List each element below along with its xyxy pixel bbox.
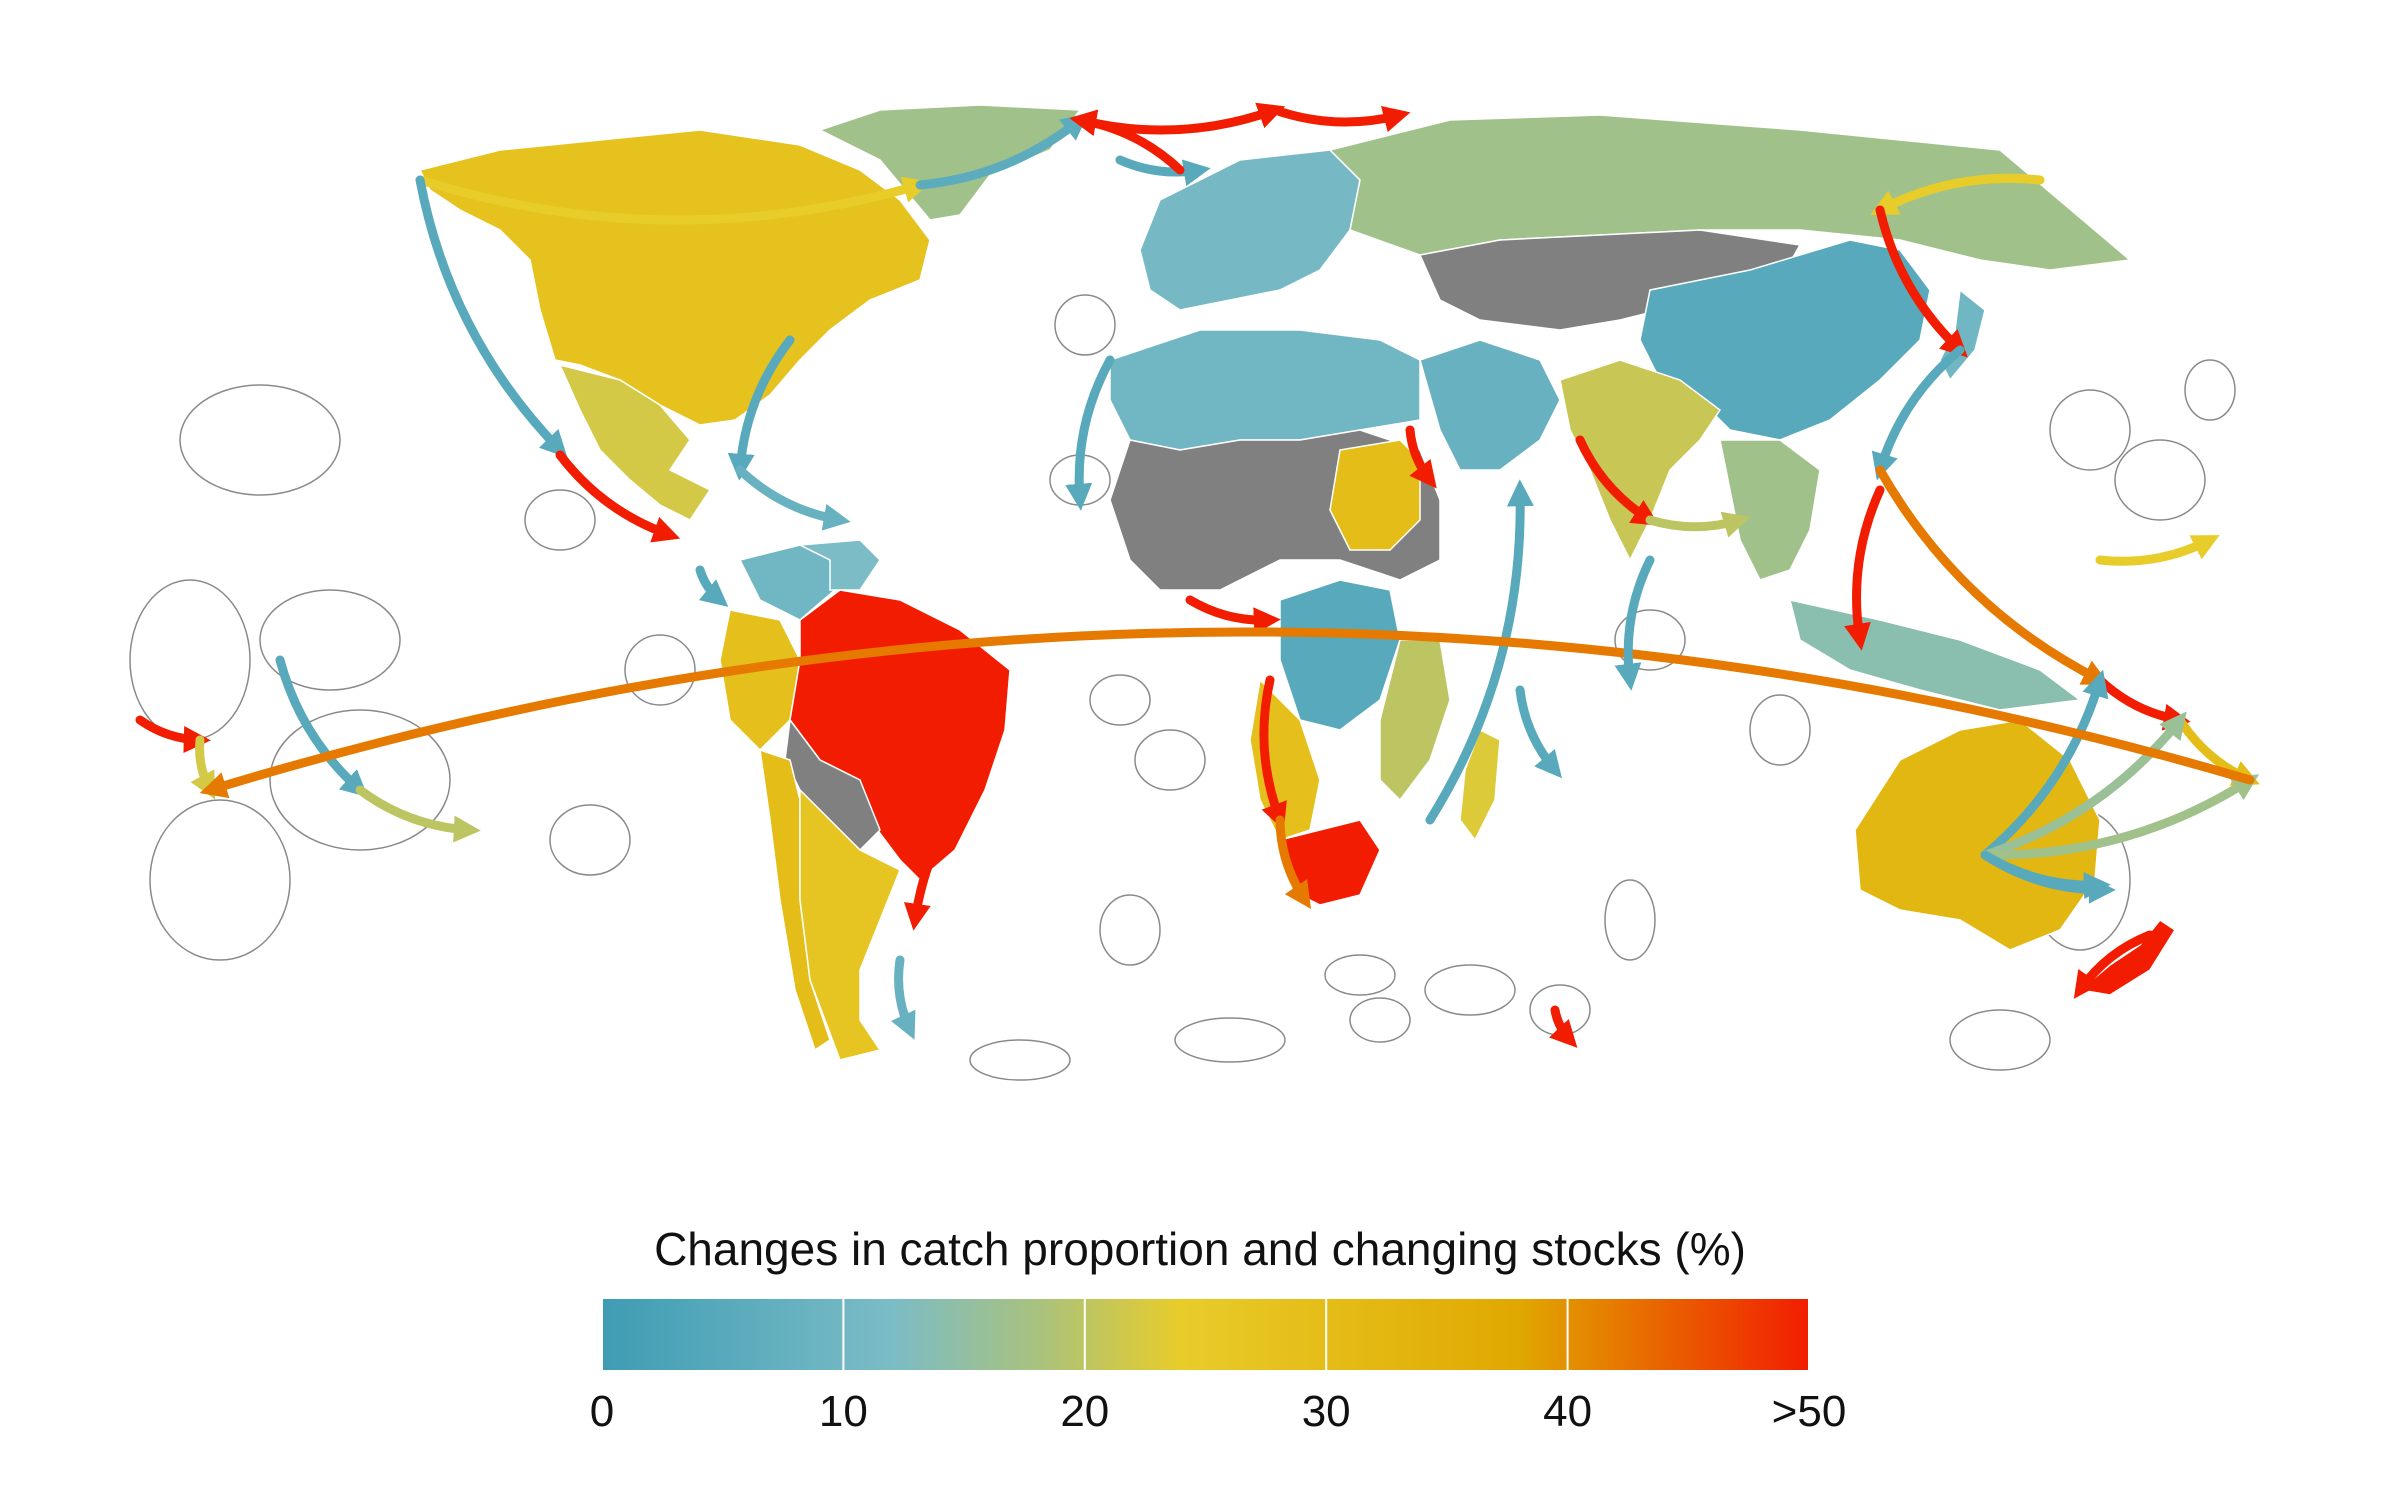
legend-tick-label: 40 — [1543, 1387, 1593, 1436]
legend-tick-label: 30 — [1301, 1387, 1351, 1436]
flow-arrow — [1065, 355, 1115, 511]
flow-arrow — [1844, 485, 1885, 651]
flow-arrow — [1875, 205, 1968, 358]
flow-arrow — [1645, 511, 1751, 538]
legend-title: Changes in catch proportion and changing… — [654, 1223, 1746, 1275]
flow-arrow — [355, 785, 481, 843]
flow-arrow — [1515, 685, 1562, 779]
country-mexico — [558, 363, 712, 521]
flow-arrow — [1115, 155, 1211, 187]
country-venezuela — [797, 539, 881, 591]
flow-arrow — [1614, 555, 1655, 691]
country-mozambique-tanzania — [1379, 639, 1451, 802]
flow-arrow — [890, 955, 916, 1040]
flow-arrow — [1275, 815, 1312, 909]
flow-arrow — [727, 335, 795, 481]
country-europe — [1139, 149, 1361, 311]
countries-layer — [418, 104, 2177, 1061]
flow-arrow — [915, 113, 1089, 190]
flow-arrow — [1270, 105, 1411, 133]
country-argentina — [799, 788, 901, 1061]
country-peru — [719, 609, 801, 752]
flow-arrow — [1405, 425, 1437, 489]
flow-arrow — [1980, 669, 2109, 860]
eez-boundaries — [129, 294, 2236, 1081]
stock-shift-flows — [135, 102, 2260, 1048]
country-madagascar — [1459, 728, 1501, 842]
legend-tick-label: 10 — [818, 1387, 868, 1436]
flow-arrow — [2095, 675, 2191, 731]
country-north-africa — [1109, 329, 1421, 451]
flow-arrow — [199, 627, 2255, 799]
flow-arrow — [1425, 479, 1534, 825]
flow-arrow — [190, 735, 216, 800]
flow-arrow — [1980, 774, 2260, 860]
flow-arrow — [1871, 345, 1965, 481]
country-arabia — [1419, 339, 1561, 471]
country-dr-congo — [1279, 579, 1401, 731]
flow-arrow — [1185, 595, 1281, 635]
country-new-zealand — [2078, 918, 2177, 996]
country-canada-usa — [418, 129, 931, 426]
flow-arrow — [903, 765, 990, 931]
flow-arrow — [275, 655, 369, 798]
color-scale-bar — [602, 1299, 1809, 1370]
flow-arrow — [1549, 1005, 1578, 1048]
flow-arrow — [1259, 675, 1287, 831]
flow-arrow — [2073, 930, 2155, 999]
flow-arrow — [695, 565, 729, 607]
flow-arrow — [1980, 711, 2187, 860]
country-australia — [1854, 719, 2101, 951]
country-india — [1559, 359, 1722, 562]
flow-arrow — [415, 175, 568, 458]
world-map — [129, 102, 2260, 1081]
legend-tick-label: 20 — [1060, 1387, 1110, 1436]
flow-arrow — [1069, 109, 1185, 175]
flow-arrow — [1575, 435, 1660, 526]
flow-arrow — [135, 715, 211, 753]
country-russia — [1328, 114, 2132, 271]
flow-arrow — [555, 450, 681, 543]
legend-tick-label: 0 — [589, 1387, 615, 1436]
legend-tick-label: >50 — [1771, 1387, 1847, 1436]
country-indonesia — [1788, 599, 2082, 711]
flow-arrow — [735, 465, 851, 531]
country-greenland — [818, 104, 1082, 221]
flow-arrow — [2095, 535, 2220, 566]
flow-arrow — [1870, 173, 2045, 215]
flow-arrow — [415, 175, 931, 225]
country-southeast-asia — [1719, 439, 1821, 581]
flow-arrow — [1980, 850, 2111, 900]
flow-arrow — [1875, 465, 2110, 685]
country-sudan — [1329, 439, 1421, 551]
country-chile — [759, 748, 831, 1052]
